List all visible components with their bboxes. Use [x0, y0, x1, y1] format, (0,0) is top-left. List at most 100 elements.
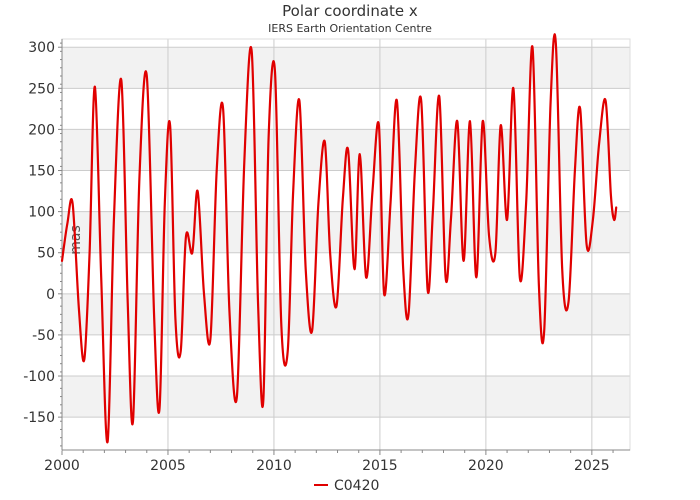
- data-point: [158, 408, 161, 410]
- background-band: [62, 47, 630, 89]
- data-point: [146, 75, 148, 77]
- legend-entry-c0420[interactable]: C0420: [334, 478, 379, 494]
- data-point: [317, 202, 319, 204]
- data-point: [445, 276, 447, 278]
- data-point: [94, 86, 96, 88]
- data-point: [324, 141, 326, 143]
- data-point: [180, 350, 182, 352]
- data-point: [335, 305, 338, 307]
- data-point: [538, 285, 540, 287]
- data-point: [347, 149, 349, 151]
- data-point: [450, 219, 452, 221]
- data-point: [222, 108, 224, 110]
- data-point: [174, 317, 176, 320]
- data-point: [475, 276, 477, 278]
- data-point: [407, 313, 410, 315]
- y-tick-label: 50: [37, 246, 55, 262]
- data-point: [329, 252, 331, 254]
- data-point: [365, 276, 367, 278]
- data-point: [83, 359, 85, 361]
- data-point: [615, 206, 617, 209]
- data-point: [488, 235, 490, 237]
- data-point: [378, 124, 380, 126]
- y-tick-label: 150: [28, 164, 55, 180]
- data-point: [500, 124, 502, 126]
- data-point: [414, 169, 416, 172]
- data-point: [72, 202, 74, 204]
- data-point: [456, 120, 458, 122]
- plot-axes: [58, 38, 631, 455]
- data-point: [610, 194, 612, 196]
- data-point: [185, 235, 187, 237]
- data-point: [512, 87, 515, 89]
- data-point: [127, 301, 129, 303]
- data-point: [262, 400, 264, 402]
- y-tick-labels: -150 -100 -50 0 50 100 150 200 250 300: [23, 40, 55, 426]
- x-tick-label: 2000: [44, 458, 80, 474]
- data-point: [506, 219, 508, 221]
- data-point: [359, 153, 361, 155]
- data-point: [494, 252, 496, 254]
- data-point: [469, 120, 471, 122]
- y-tick-label: 200: [28, 122, 55, 138]
- data-point: [169, 124, 171, 126]
- data-point: [305, 268, 307, 270]
- data-point: [236, 396, 238, 398]
- data-point: [66, 223, 68, 225]
- data-point: [191, 252, 193, 254]
- data-point: [100, 276, 102, 278]
- data-point: [555, 42, 557, 44]
- data-point: [280, 326, 282, 328]
- data-point: [383, 293, 385, 295]
- data-point: [605, 100, 607, 102]
- data-point: [531, 46, 534, 48]
- data-point: [113, 219, 115, 221]
- x-tick-label: 2005: [150, 458, 186, 474]
- series-line-c0420[interactable]: [60, 33, 618, 444]
- chart-title: Polar coordinate x: [282, 2, 418, 20]
- background-band: [62, 211, 630, 253]
- data-point: [153, 317, 155, 320]
- data-point: [197, 190, 199, 192]
- y-tick-label: -150: [23, 410, 55, 426]
- x-tick-label: 2020: [468, 458, 504, 474]
- x-tick-label: 2025: [574, 458, 610, 474]
- data-point: [396, 100, 398, 102]
- data-point: [89, 252, 91, 254]
- data-point: [482, 120, 484, 122]
- legend[interactable]: C0420: [314, 478, 379, 494]
- data-point: [274, 71, 276, 73]
- data-point: [598, 141, 600, 143]
- data-point: [592, 219, 594, 221]
- data-point: [389, 202, 392, 204]
- data-point: [427, 289, 429, 291]
- data-point: [251, 50, 253, 52]
- x-tick-labels: 2000 2005 2010 2015 2020 2025: [44, 458, 609, 474]
- data-point: [463, 260, 465, 262]
- y-tick-label: -100: [23, 369, 55, 385]
- y-tick-label: 0: [46, 287, 55, 303]
- data-point: [353, 268, 356, 270]
- data-point: [78, 309, 80, 311]
- data-point: [420, 100, 422, 102]
- data-point: [120, 79, 122, 81]
- data-point: [613, 219, 615, 221]
- y-tick-label: 300: [28, 40, 55, 56]
- data-point: [164, 202, 166, 204]
- data-point: [292, 194, 294, 196]
- data-point: [342, 198, 344, 200]
- data-point: [432, 211, 434, 213]
- data-point: [402, 268, 404, 270]
- data-point: [138, 178, 140, 180]
- x-tick-label: 2010: [256, 458, 292, 474]
- data-point: [61, 260, 63, 262]
- data-point: [107, 441, 109, 443]
- data-point: [228, 309, 230, 311]
- data-point: [243, 161, 245, 163]
- background-band: [62, 293, 630, 335]
- data-point: [525, 202, 527, 204]
- data-point: [549, 104, 552, 106]
- data-point: [216, 169, 218, 172]
- data-point: [311, 330, 313, 332]
